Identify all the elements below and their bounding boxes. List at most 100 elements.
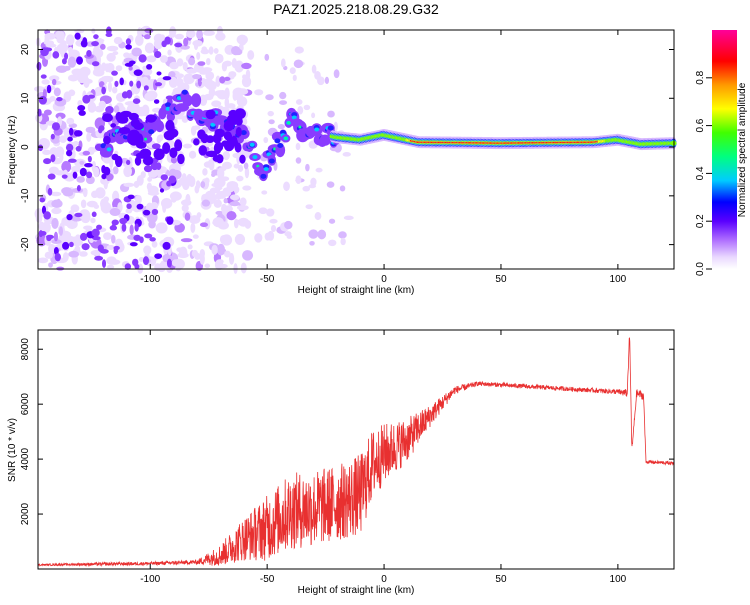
- spectrogram-xtick-label: -100: [140, 274, 160, 285]
- spectrogram-y-axis: -20 -10 0 10 20: [20, 44, 674, 252]
- spectrogram-cell: [261, 190, 268, 195]
- spectrogram-cell: [133, 234, 142, 242]
- spectrogram-cell: [93, 166, 100, 178]
- spectrogram-cell: [111, 223, 116, 230]
- spectrogram-cell: [215, 75, 221, 88]
- spectrogram-cell: [286, 234, 293, 239]
- spectrogram-cell: [151, 240, 158, 248]
- spectrogram-cell: [79, 209, 91, 221]
- spectrogram-cell: [91, 228, 100, 237]
- spectrogram-cell: [171, 195, 177, 203]
- spectrogram-ytick-label: 20: [20, 44, 31, 56]
- spectrogram-cell: [311, 64, 317, 74]
- spectrogram-cell: [74, 212, 83, 218]
- spectrogram-cell: [143, 165, 153, 173]
- spectrogram-cell: [234, 116, 243, 126]
- spectrogram-cell: [205, 150, 218, 158]
- spectrogram-cell: [48, 166, 59, 175]
- spectrogram-cell: [317, 76, 325, 86]
- spectrogram-cell: [305, 163, 310, 172]
- spectrogram-cell: [160, 174, 168, 181]
- spectrogram-cell: [45, 43, 57, 48]
- spectrogram-cell: [133, 122, 144, 131]
- spectrogram-cell: [242, 74, 247, 80]
- spectrogram-cell: [106, 52, 116, 62]
- spectrogram-cell: [153, 99, 160, 104]
- spectrogram-cell: [216, 259, 224, 265]
- spectrogram-cell: [324, 76, 330, 85]
- colorbar-tick-label: 0.4: [695, 166, 706, 180]
- spectrogram-cell: [118, 126, 131, 135]
- spectrogram-cell: [52, 51, 60, 59]
- colorbar-tick-label: 0.0: [695, 262, 706, 276]
- spectrogram-cell: [84, 163, 93, 168]
- spectrogram-cell: [279, 91, 287, 100]
- spectrogram-cell: [295, 157, 302, 164]
- spectrogram-cell: [40, 47, 49, 57]
- snr-y-axis: 2000 4000 6000 8000: [20, 338, 674, 525]
- spectrogram-cell: [274, 138, 281, 144]
- spectrogram-cell: [61, 174, 68, 179]
- spectrogram-cell: [42, 149, 52, 155]
- spectrogram-cell: [216, 253, 222, 261]
- spectrogram-cell: [61, 58, 67, 65]
- spectrogram-cell: [214, 53, 224, 64]
- spectrogram-cell: [234, 108, 246, 120]
- spectrogram-cell: [176, 58, 184, 67]
- spectrogram-cell: [144, 137, 148, 141]
- spectrogram-cell: [67, 56, 77, 68]
- spectrogram-cell: [314, 212, 322, 221]
- spectrogram-heatmap: [33, 25, 677, 274]
- spectrogram-cell: [165, 119, 175, 132]
- spectrogram-cell: [81, 243, 90, 251]
- spectrogram-cell: [267, 230, 275, 241]
- colorbar-gradient: [712, 30, 737, 269]
- spectrogram-cell: [162, 76, 172, 81]
- spectrogram-cell: [232, 152, 241, 159]
- spectrogram-cell: [258, 207, 268, 215]
- spectrogram-cell: [109, 208, 121, 217]
- spectrogram-cell: [205, 71, 215, 81]
- spectrogram-cell: [293, 59, 304, 69]
- spectrogram-cell: [161, 40, 167, 48]
- spectrogram-cell: [197, 30, 202, 37]
- spectrogram-cell: [263, 167, 269, 172]
- spectrogram-cell: [214, 90, 226, 97]
- spectrogram-cell: [135, 34, 144, 46]
- spectrogram-ytick-label: 0: [20, 144, 31, 150]
- spectrogram-cell: [94, 86, 104, 94]
- spectrogram-cell: [142, 256, 150, 265]
- spectrogram-cell: [91, 28, 96, 34]
- spectrogram-cell: [174, 42, 183, 48]
- spectrogram-cell: [240, 262, 247, 274]
- spectrogram-cell: [71, 165, 81, 173]
- spectrogram-cell: [339, 185, 346, 192]
- spectrogram-cell: [105, 105, 114, 114]
- spectrogram-cell: [138, 54, 147, 63]
- spectrogram-cell: [188, 57, 196, 66]
- spectrogram-cell: [150, 202, 159, 210]
- spectrogram-cell: [155, 162, 162, 170]
- spectrogram-cell: [133, 69, 143, 76]
- spectrogram-cell: [319, 134, 331, 146]
- snr-ytick-label: 4000: [20, 448, 31, 471]
- spectrogram-cell: [116, 115, 129, 124]
- spectrogram-cell: [76, 56, 83, 65]
- spectrogram-cell: [229, 201, 241, 207]
- spectrogram-cell: [184, 212, 191, 221]
- spectrogram-cell: [269, 218, 278, 224]
- spectrogram-cell: [221, 189, 232, 197]
- snr-x-axis: -100 -50 0 50 100: [140, 330, 627, 585]
- spectrogram-cell: [183, 73, 195, 85]
- snr-xtick-label: -100: [140, 574, 160, 585]
- spectrogram-cell: [199, 252, 205, 265]
- spectrogram-cell: [103, 196, 110, 202]
- spectrogram-cell: [33, 86, 46, 92]
- spectrogram-cell: [101, 173, 107, 180]
- spectrogram-cell: [309, 241, 315, 246]
- spectrogram-cell: [123, 165, 133, 178]
- spectrogram-cell: [119, 217, 128, 225]
- spectrogram-cell: [201, 199, 211, 207]
- spectrogram-cell: [112, 166, 119, 175]
- spectrogram-cell: [115, 65, 123, 72]
